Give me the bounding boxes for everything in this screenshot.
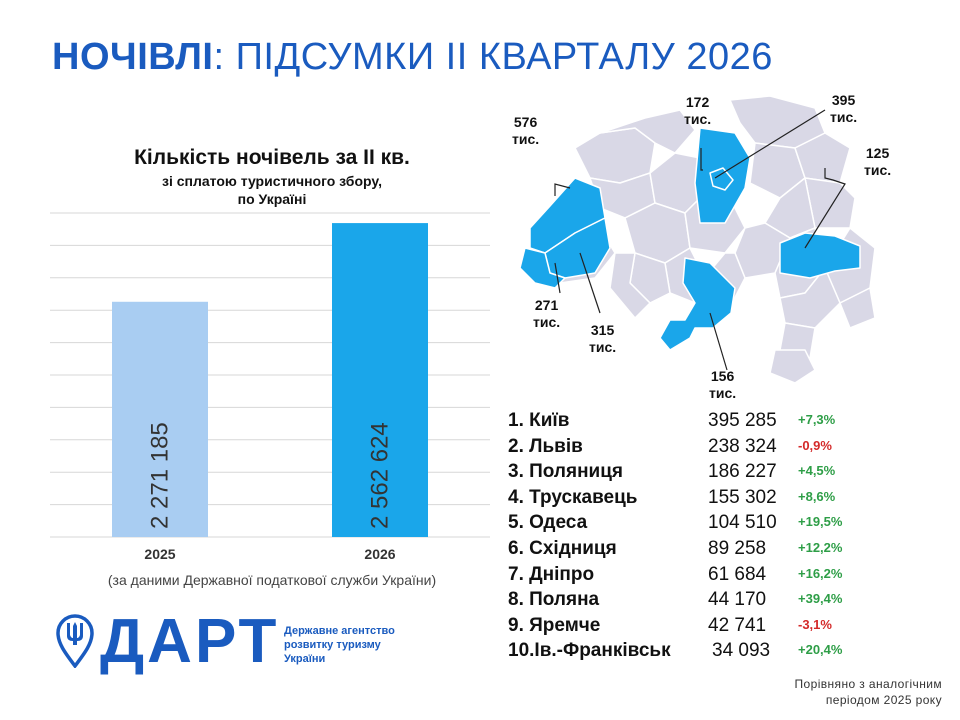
map-label-kyiv-oblast: 172 тис.: [684, 94, 712, 127]
title-bold: НОЧІВЛІ: [52, 36, 214, 78]
ranking-row: 3. Поляниця 186 227 +4,5%: [508, 461, 908, 487]
ranking-value: 34 093: [712, 640, 771, 662]
ranking-city: 7. Дніпро: [508, 563, 595, 585]
ranking-city: 5. Одеса: [508, 512, 588, 534]
bar-value-label: 2 562 624: [367, 422, 394, 529]
map-region-zakarpattia: [519, 247, 566, 289]
map-label-zakarpattia: 271 тис.: [533, 297, 561, 330]
ranking-change: -3,1%: [798, 616, 832, 632]
ranking-row: 7. Дніпро 61 684 +16,2%: [508, 564, 908, 590]
leader-kyiv: [714, 109, 826, 179]
ranking-change: +16,2%: [798, 565, 843, 581]
map-region: [609, 252, 651, 319]
ranking-change: +19,5%: [798, 514, 843, 530]
leader-lviv: [554, 183, 571, 196]
ranking-city: 2. Львів: [508, 435, 583, 457]
ranking-change: -0,9%: [798, 437, 832, 453]
ranking-value: 395 285: [708, 410, 777, 431]
bar-2026: [332, 223, 428, 537]
map-label-ivano-frankivsk: 315 тис.: [589, 322, 617, 355]
agency-name: Державне агентство розвитку туризму Укра…: [284, 625, 395, 665]
map-leader-lines: [554, 109, 846, 371]
leader-ivano-frankivsk: [579, 252, 601, 314]
ranking-city: 3. Поляниця: [508, 461, 623, 483]
ranking-value: 42 741: [708, 614, 767, 636]
map-label-dnipro: 125 тис.: [864, 145, 892, 178]
bar-chart: 2 271 185 2025 2 562 624 2026: [50, 212, 490, 562]
ranking-value: 61 684: [708, 563, 767, 585]
ranking-row: 6. Східниця 89 258 +12,2%: [508, 538, 908, 564]
ranking-change: +4,5%: [798, 463, 836, 479]
ranking-row: 1. Київ 395 285 +7,3%: [508, 410, 908, 436]
leader-odesa: [709, 312, 728, 371]
leader-dnipro: [804, 168, 846, 249]
ranking-value: 44 170: [708, 589, 767, 611]
ranking-row: 10.Ів.-Франківськ 34 093 +20,4%: [508, 640, 908, 666]
comparison-note: Порівняно з аналогічним періодом 2025 ро…: [794, 677, 942, 707]
ranking-value: 89 258: [708, 538, 767, 559]
map-label-kyiv: 395 тис.: [830, 92, 858, 125]
map-region: [769, 349, 816, 384]
ranking-city: 4. Трускавець: [508, 486, 638, 508]
ranking-city: 9. Яремче: [508, 614, 601, 636]
title-rest: : ПІДСУМКИ ІІ КВАРТАЛУ 2026: [213, 36, 773, 78]
ranking-city: 6. Східниця: [508, 538, 617, 559]
ranking-row: 2. Львів 238 324 -0,9%: [508, 436, 908, 462]
map-label-odesa: 156 тис.: [709, 368, 737, 401]
x-tick-label: 2025: [144, 546, 175, 562]
ranking-change: +39,4%: [798, 591, 843, 607]
map-region: [794, 132, 851, 184]
ranking-value: 238 324: [708, 435, 777, 457]
map-region-kyiv-city: [709, 167, 734, 191]
ranking-value: 186 227: [708, 461, 777, 483]
ranking-change: +12,2%: [798, 540, 843, 555]
map-region: [599, 109, 696, 154]
ranking-row: 8. Поляна 44 170 +39,4%: [508, 589, 908, 615]
ranking-row: 4. Трускавець 155 302 +8,6%: [508, 487, 908, 513]
bar-2025: [112, 301, 208, 537]
chart-subtitle-2: по Україні: [237, 191, 307, 207]
ranking-change: +20,4%: [798, 642, 843, 658]
logo-wordmark: ДАРТ: [100, 607, 280, 676]
ranking-city: 1. Київ: [508, 410, 570, 431]
leader-zakarpattia: [554, 262, 561, 294]
ranking-row: 9. Яремче 42 741 -3,1%: [508, 615, 908, 641]
x-tick-label: 2026: [364, 546, 395, 562]
map-region: [839, 287, 875, 329]
data-source-note: (за даними Державної податкової служби У…: [107, 572, 437, 588]
bar-value-label: 2 271 185: [147, 422, 174, 529]
map-region-dnipro: [779, 232, 861, 279]
trident-location-icon: [56, 614, 94, 668]
chart-title: Кількість ночівель за ІІ кв.: [134, 146, 410, 169]
ranking-value: 104 510: [708, 512, 777, 534]
page-title: НОЧІВЛІ: ПІДСУМКИ ІІ КВАРТАЛУ 2026: [52, 36, 773, 79]
ranking-row: 5. Одеса 104 510 +19,5%: [508, 512, 908, 538]
ranking-value: 155 302: [708, 486, 777, 508]
map-region-odesa: [659, 257, 736, 351]
chart-subtitle-1: зі сплатою туристичного збору,: [162, 173, 382, 189]
leader-kyiv-oblast: [700, 148, 703, 171]
ukraine-map: [519, 95, 875, 384]
ranking-city: 8. Поляна: [508, 589, 600, 611]
ranking-city: 10.Ів.-Франківськ: [508, 640, 671, 662]
map-label-lviv: 576 тис.: [512, 114, 540, 147]
map-highlighted-regions: [519, 127, 861, 351]
ranking-change: +7,3%: [798, 412, 836, 427]
ranking-change: +8,6%: [798, 488, 836, 504]
